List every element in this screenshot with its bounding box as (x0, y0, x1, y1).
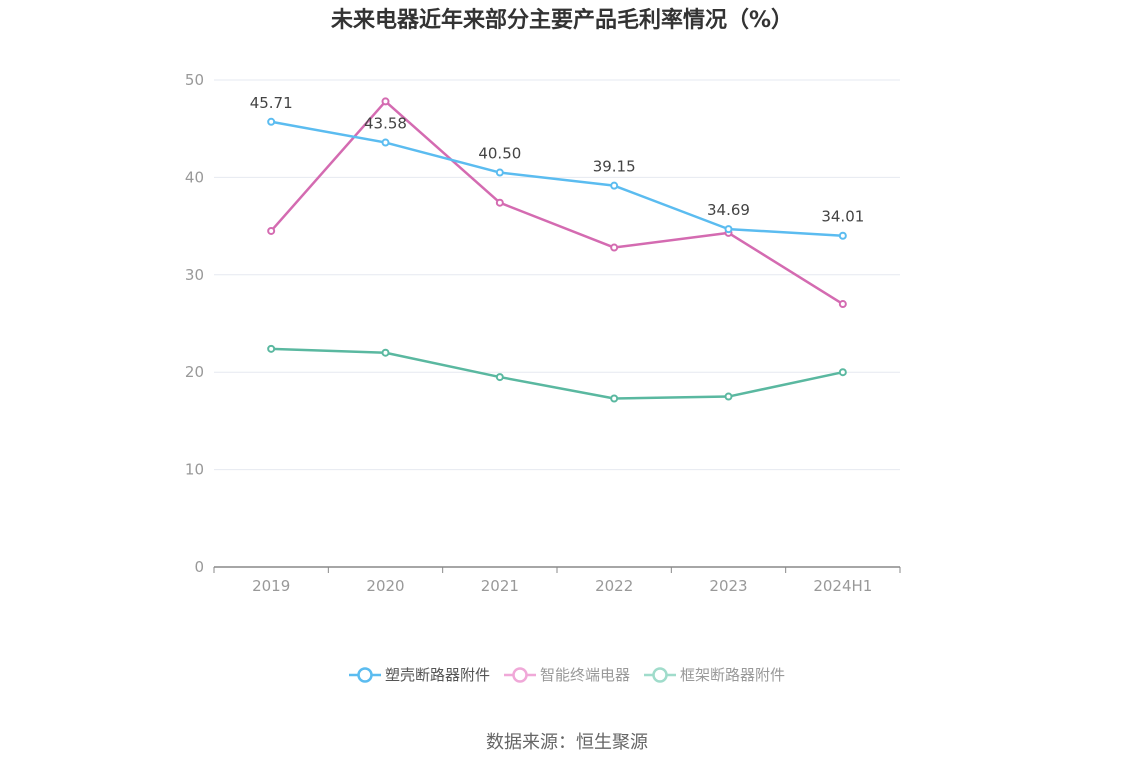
y-tick-label: 10 (185, 461, 204, 479)
data-point-series-2[interactable] (610, 394, 619, 403)
legend-label-series-1: 智能终端电器 (539, 666, 630, 684)
x-tick-label: 2023 (709, 577, 747, 595)
chart-title: 未来电器近年来部分主要产品毛利率情况（%） (330, 8, 794, 33)
data-point-series-2[interactable] (724, 392, 733, 401)
data-point-series-1[interactable] (381, 97, 390, 106)
legend-marker-series-1 (503, 666, 536, 683)
grid-lines (214, 79, 900, 471)
chart-legend: 塑壳断路器附件 智能终端电器 框架断路器附件 (0, 664, 1134, 685)
legend-label-series-0: 塑壳断路器附件 (384, 666, 490, 684)
data-source: 数据来源：恒生聚源 (486, 732, 648, 753)
x-tick-label: 2020 (366, 577, 404, 595)
legend-marker-series-2 (644, 666, 676, 683)
legend-item-series-2[interactable]: 框架断路器附件 (644, 664, 785, 685)
data-point-series-0[interactable] (267, 117, 276, 126)
data-point-series-2[interactable] (381, 348, 390, 357)
data-point-series-1[interactable] (495, 198, 504, 207)
data-label-series-0: 39.15 (593, 158, 636, 176)
legend-item-series-1[interactable]: 智能终端电器 (503, 664, 630, 685)
y-tick-label: 40 (185, 168, 204, 186)
data-labels: 45.71 43.58 40.50 39.15 34.69 34.01 (250, 94, 865, 226)
y-tick-label: 30 (185, 266, 204, 284)
x-tick-label: 2019 (252, 577, 290, 595)
data-point-series-2[interactable] (267, 344, 276, 353)
data-label-series-0: 40.50 (478, 145, 521, 163)
legend-marker-series-0 (348, 666, 381, 683)
y-tick-label: 0 (194, 558, 204, 576)
data-point-series-0[interactable] (381, 138, 390, 147)
data-label-series-0: 34.01 (821, 208, 864, 226)
data-label-series-0: 45.71 (250, 94, 293, 112)
x-tick-label: 2022 (595, 577, 633, 595)
y-tick-label: 20 (185, 363, 204, 381)
series-line-1 (270, 100, 844, 306)
data-point-series-0[interactable] (610, 181, 619, 190)
x-tick-label: 2021 (481, 577, 519, 595)
legend-label-series-2: 框架断路器附件 (680, 666, 786, 684)
data-point-series-0[interactable] (495, 168, 504, 177)
data-point-series-1[interactable] (838, 300, 847, 309)
data-label-series-0: 43.58 (364, 115, 407, 133)
data-point-series-0[interactable] (724, 225, 733, 234)
data-point-series-1[interactable] (610, 243, 619, 252)
axes: 0 10 20 30 40 50 2019 2020 2021 2022 2023 2024H1 (185, 71, 901, 595)
data-point-series-1[interactable] (267, 226, 276, 235)
y-tick-label: 50 (185, 71, 204, 89)
data-point-series-2[interactable] (495, 373, 504, 382)
data-label-series-0: 34.69 (707, 201, 750, 219)
series-line-2 (271, 347, 844, 400)
legend-item-series-0[interactable]: 塑壳断路器附件 (348, 664, 490, 685)
x-tick-label: 2024H1 (813, 577, 872, 595)
series-line-0 (270, 120, 843, 237)
series-lines (267, 97, 847, 403)
data-point-series-2[interactable] (838, 368, 847, 377)
data-point-series-0[interactable] (838, 231, 847, 240)
